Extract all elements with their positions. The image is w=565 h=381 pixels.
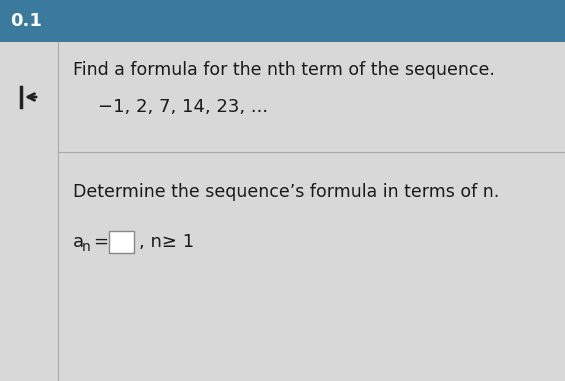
Bar — [0, 0, 565, 42]
Text: 0.1: 0.1 — [10, 12, 42, 30]
Text: a: a — [73, 233, 84, 251]
Text: , n≥ 1: , n≥ 1 — [139, 233, 194, 251]
Text: Determine the sequence’s formula in terms of n.: Determine the sequence’s formula in term… — [73, 183, 499, 201]
Text: Find a formula for the nth term of the sequence.: Find a formula for the nth term of the s… — [73, 61, 495, 79]
Text: −1, 2, 7, 14, 23, ...: −1, 2, 7, 14, 23, ... — [98, 98, 268, 116]
Text: =: = — [93, 233, 108, 251]
Text: n: n — [82, 240, 91, 254]
Bar — [109, 231, 134, 253]
